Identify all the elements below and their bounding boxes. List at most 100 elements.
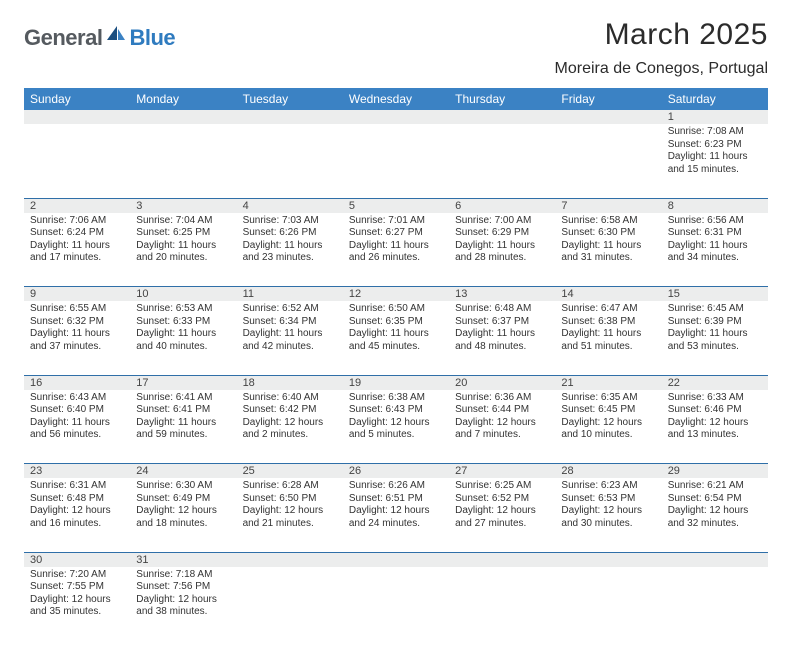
sunrise-text: Sunrise: 7:04 AM: [136, 215, 230, 228]
page-title: March 2025: [555, 18, 768, 52]
day-number-cell: 15: [662, 287, 768, 302]
day-detail-row: Sunrise: 6:31 AMSunset: 6:48 PMDaylight:…: [24, 478, 768, 552]
daylight-text: Daylight: 11 hours and 20 minutes.: [136, 240, 230, 265]
sunrise-text: Sunrise: 6:33 AM: [668, 392, 762, 405]
day-detail-cell: Sunrise: 6:58 AMSunset: 6:30 PMDaylight:…: [555, 213, 661, 287]
daylight-text: Daylight: 11 hours and 34 minutes.: [668, 240, 762, 265]
day-detail-cell: Sunrise: 6:23 AMSunset: 6:53 PMDaylight:…: [555, 478, 661, 552]
weekday-header: Monday: [130, 88, 236, 110]
daylight-text: Daylight: 12 hours and 10 minutes.: [561, 417, 655, 442]
logo-text-general: General: [24, 25, 102, 51]
sunset-text: Sunset: 6:46 PM: [668, 404, 762, 417]
day-number-cell: 9: [24, 287, 130, 302]
sunset-text: Sunset: 6:52 PM: [455, 493, 549, 506]
day-detail-cell: Sunrise: 6:55 AMSunset: 6:32 PMDaylight:…: [24, 301, 130, 375]
day-number-cell: 5: [343, 198, 449, 213]
day-number-cell: 30: [24, 552, 130, 567]
sunrise-text: Sunrise: 6:40 AM: [243, 392, 337, 405]
day-number-cell: 14: [555, 287, 661, 302]
sunrise-text: Sunrise: 6:25 AM: [455, 480, 549, 493]
sunset-text: Sunset: 6:53 PM: [561, 493, 655, 506]
day-detail-cell: Sunrise: 6:25 AMSunset: 6:52 PMDaylight:…: [449, 478, 555, 552]
daylight-text: Daylight: 11 hours and 26 minutes.: [349, 240, 443, 265]
day-number-cell: 23: [24, 464, 130, 479]
sunset-text: Sunset: 6:41 PM: [136, 404, 230, 417]
daylight-text: Daylight: 11 hours and 56 minutes.: [30, 417, 124, 442]
day-number-cell: [130, 110, 236, 124]
day-number-cell: 7: [555, 198, 661, 213]
day-detail-cell: [237, 124, 343, 198]
sunset-text: Sunset: 6:37 PM: [455, 316, 549, 329]
day-detail-cell: Sunrise: 7:08 AMSunset: 6:23 PMDaylight:…: [662, 124, 768, 198]
day-detail-cell: Sunrise: 6:56 AMSunset: 6:31 PMDaylight:…: [662, 213, 768, 287]
day-detail-cell: [343, 567, 449, 641]
weekday-header: Sunday: [24, 88, 130, 110]
day-number-cell: [449, 110, 555, 124]
daylight-text: Daylight: 12 hours and 13 minutes.: [668, 417, 762, 442]
daylight-text: Daylight: 12 hours and 21 minutes.: [243, 505, 337, 530]
daylight-text: Daylight: 11 hours and 51 minutes.: [561, 328, 655, 353]
daylight-text: Daylight: 12 hours and 32 minutes.: [668, 505, 762, 530]
day-detail-cell: [24, 124, 130, 198]
day-number-cell: 22: [662, 375, 768, 390]
daylight-text: Daylight: 11 hours and 53 minutes.: [668, 328, 762, 353]
sunrise-text: Sunrise: 6:45 AM: [668, 303, 762, 316]
day-number-cell: 16: [24, 375, 130, 390]
day-detail-cell: Sunrise: 7:01 AMSunset: 6:27 PMDaylight:…: [343, 213, 449, 287]
day-detail-cell: [343, 124, 449, 198]
sunrise-text: Sunrise: 6:35 AM: [561, 392, 655, 405]
day-number-cell: 11: [237, 287, 343, 302]
weekday-header: Thursday: [449, 88, 555, 110]
day-number-cell: [662, 552, 768, 567]
daylight-text: Daylight: 12 hours and 27 minutes.: [455, 505, 549, 530]
daylight-text: Daylight: 12 hours and 30 minutes.: [561, 505, 655, 530]
day-number-cell: 21: [555, 375, 661, 390]
daylight-text: Daylight: 11 hours and 15 minutes.: [668, 151, 762, 176]
day-detail-cell: [555, 124, 661, 198]
day-detail-cell: Sunrise: 6:45 AMSunset: 6:39 PMDaylight:…: [662, 301, 768, 375]
day-detail-cell: Sunrise: 6:48 AMSunset: 6:37 PMDaylight:…: [449, 301, 555, 375]
day-number-cell: 28: [555, 464, 661, 479]
daylight-text: Daylight: 11 hours and 40 minutes.: [136, 328, 230, 353]
day-detail-cell: [130, 124, 236, 198]
sunset-text: Sunset: 6:40 PM: [30, 404, 124, 417]
day-detail-cell: Sunrise: 6:43 AMSunset: 6:40 PMDaylight:…: [24, 390, 130, 464]
sunrise-text: Sunrise: 6:48 AM: [455, 303, 549, 316]
day-number-row: 3031: [24, 552, 768, 567]
sunrise-text: Sunrise: 6:36 AM: [455, 392, 549, 405]
day-number-cell: 4: [237, 198, 343, 213]
day-number-cell: 26: [343, 464, 449, 479]
day-number-cell: [449, 552, 555, 567]
sunset-text: Sunset: 6:38 PM: [561, 316, 655, 329]
sunrise-text: Sunrise: 6:56 AM: [668, 215, 762, 228]
day-detail-cell: Sunrise: 7:00 AMSunset: 6:29 PMDaylight:…: [449, 213, 555, 287]
sunrise-text: Sunrise: 6:53 AM: [136, 303, 230, 316]
day-detail-cell: Sunrise: 7:20 AMSunset: 7:55 PMDaylight:…: [24, 567, 130, 641]
sunset-text: Sunset: 6:23 PM: [668, 139, 762, 152]
day-number-cell: 12: [343, 287, 449, 302]
day-detail-cell: Sunrise: 6:52 AMSunset: 6:34 PMDaylight:…: [237, 301, 343, 375]
day-detail-cell: Sunrise: 7:06 AMSunset: 6:24 PMDaylight:…: [24, 213, 130, 287]
sunrise-text: Sunrise: 7:06 AM: [30, 215, 124, 228]
day-number-cell: [237, 552, 343, 567]
day-number-cell: [343, 552, 449, 567]
day-detail-cell: Sunrise: 6:38 AMSunset: 6:43 PMDaylight:…: [343, 390, 449, 464]
day-detail-cell: Sunrise: 7:18 AMSunset: 7:56 PMDaylight:…: [130, 567, 236, 641]
day-number-row: 16171819202122: [24, 375, 768, 390]
sunrise-text: Sunrise: 6:50 AM: [349, 303, 443, 316]
sunset-text: Sunset: 6:49 PM: [136, 493, 230, 506]
day-detail-cell: [237, 567, 343, 641]
sunset-text: Sunset: 6:48 PM: [30, 493, 124, 506]
day-detail-cell: Sunrise: 6:30 AMSunset: 6:49 PMDaylight:…: [130, 478, 236, 552]
daylight-text: Daylight: 11 hours and 59 minutes.: [136, 417, 230, 442]
sunset-text: Sunset: 6:45 PM: [561, 404, 655, 417]
calendar-table: Sunday Monday Tuesday Wednesday Thursday…: [24, 88, 768, 641]
day-number-cell: 25: [237, 464, 343, 479]
header: General Blue March 2025 Moreira de Coneg…: [24, 18, 768, 78]
daylight-text: Daylight: 12 hours and 35 minutes.: [30, 594, 124, 619]
day-number-cell: 8: [662, 198, 768, 213]
location-label: Moreira de Conegos, Portugal: [555, 60, 768, 78]
sunrise-text: Sunrise: 6:58 AM: [561, 215, 655, 228]
day-detail-cell: [449, 124, 555, 198]
day-number-cell: 6: [449, 198, 555, 213]
